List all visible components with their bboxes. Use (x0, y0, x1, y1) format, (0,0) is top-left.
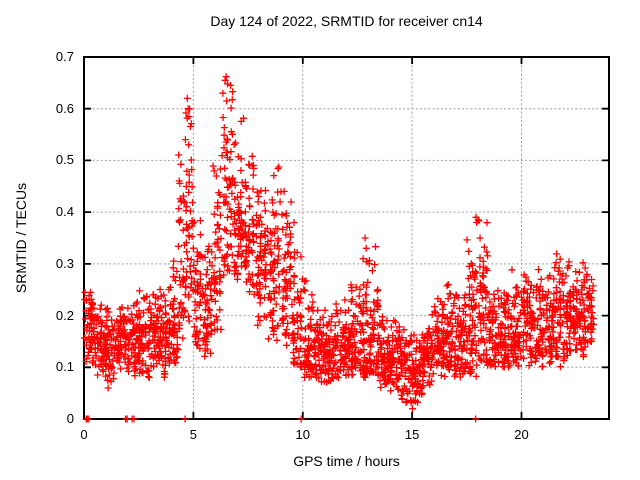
y-tick-label: 0.3 (55, 255, 74, 271)
x-tick-label: 10 (295, 427, 310, 442)
x-tick-label: 0 (80, 427, 88, 442)
y-tick-label: 0 (66, 411, 74, 426)
x-axis-label: GPS time / hours (293, 453, 400, 469)
x-tick-label: 20 (514, 427, 529, 442)
grid-lines (84, 57, 609, 419)
y-tick-label: 0.4 (55, 204, 74, 220)
y-tick-label: 0.1 (55, 359, 74, 375)
y-tick-label: 0.5 (55, 152, 74, 168)
x-tick-label: 15 (404, 427, 420, 442)
chart-title: Day 124 of 2022, SRMTID for receiver cn1… (210, 13, 483, 29)
plot-border (83, 56, 610, 420)
data-points (80, 73, 598, 423)
y-tick-label: 0.6 (55, 100, 74, 116)
y-tick-label: 0.2 (55, 307, 74, 323)
y-tick-label: 0.7 (55, 49, 74, 64)
x-tick-label: 5 (189, 427, 197, 442)
